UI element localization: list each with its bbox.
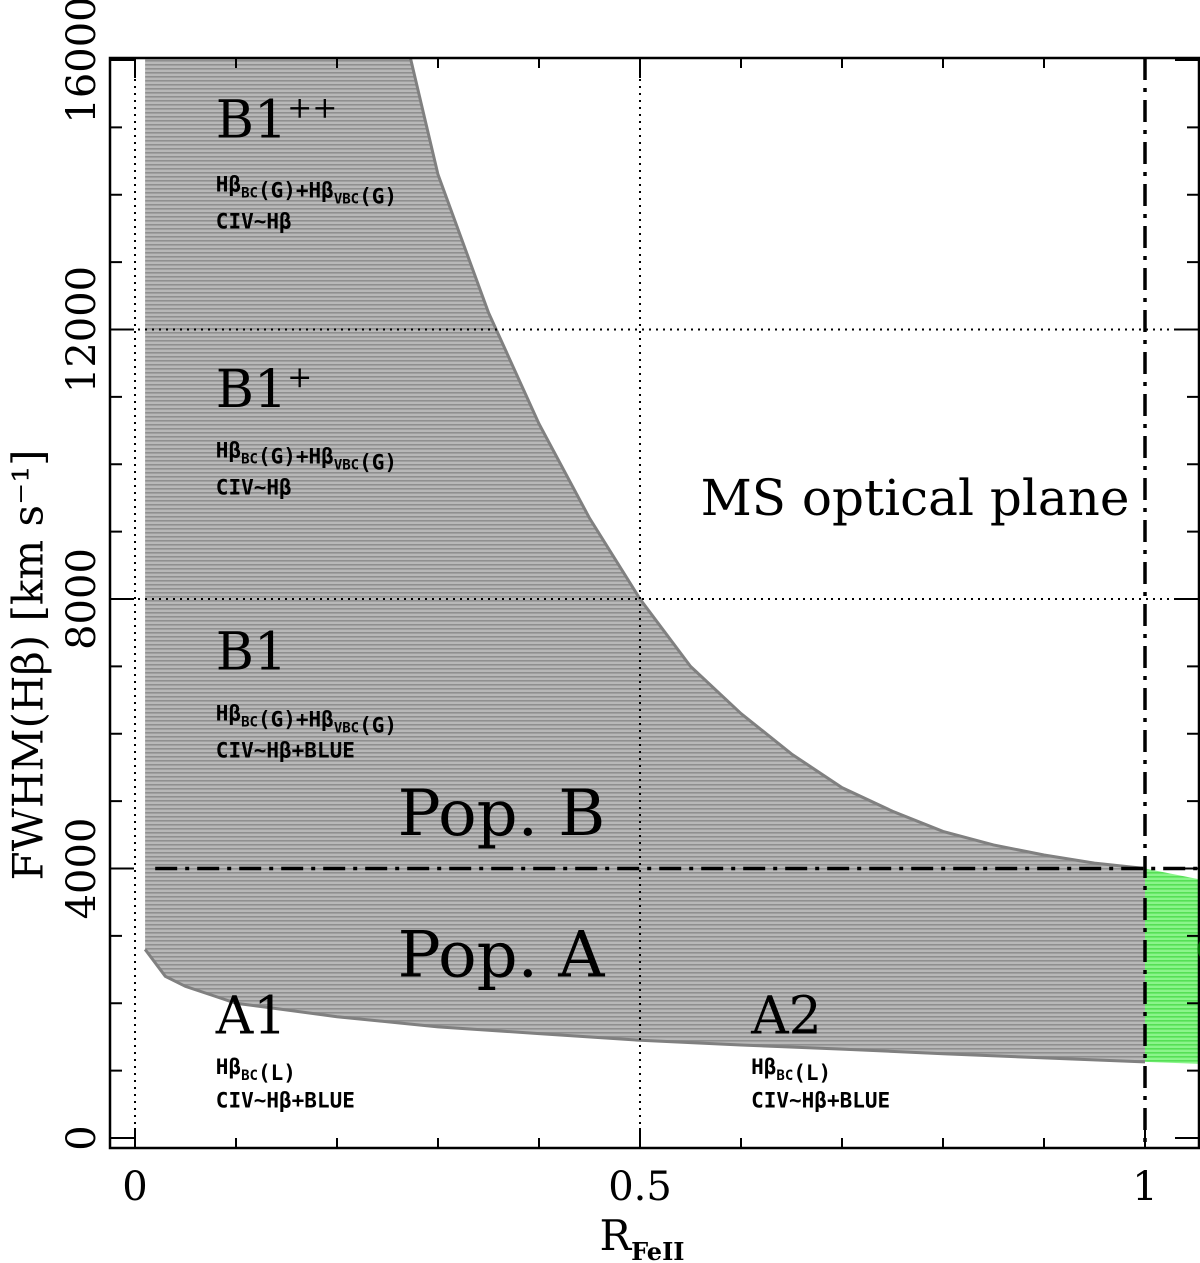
- x-axis-title: RFeII: [599, 1211, 684, 1263]
- x-tick-label: 0: [122, 1164, 147, 1210]
- pop-b-upper-boundary: [408, 58, 1146, 870]
- annotation-b1p: B1+: [216, 360, 312, 420]
- annotation-b1_l1: HβBC(G)+HβVBC(G): [216, 701, 397, 737]
- annotation-a2: A2: [750, 987, 822, 1047]
- annotation-xa: extreme Pop. A (xA): [1196, 923, 1200, 969]
- y-tick-label: 12000: [59, 266, 105, 393]
- xa-region: [1145, 868, 1199, 1064]
- annotation-a2_l2: CIV~Hβ+BLUE: [751, 1089, 890, 1113]
- annotation-a1: A1: [215, 987, 287, 1047]
- annotation-b1pp_l2: CIV~Hβ: [216, 209, 292, 233]
- annotation-popa: Pop. A: [398, 918, 606, 992]
- annotation-popb: Pop. B: [398, 777, 606, 851]
- annotation-a2_l1: HβBC(L): [751, 1055, 831, 1085]
- x-tick-label: 0.5: [608, 1164, 672, 1210]
- x-tick-label: 1: [1132, 1164, 1157, 1210]
- pop-ab-region: [145, 58, 1145, 1062]
- plot-frame: [108, 56, 1200, 1150]
- annotation-a1_l1: HβBC(L): [216, 1055, 296, 1085]
- annotation-plane: MS optical plane: [701, 469, 1130, 527]
- y-tick-label: 16000: [59, 0, 105, 124]
- annotation-b1pp: B1++: [216, 90, 338, 150]
- annotation-b1_l2: CIV~Hβ+BLUE: [216, 738, 355, 762]
- annotation-b1: B1: [216, 623, 287, 683]
- y-axis-title: FWHM(Hβ) [km s⁻¹]: [4, 450, 53, 881]
- pop-a-lower-boundary: [143, 948, 1146, 1064]
- y-tick-label: 0: [59, 1125, 105, 1150]
- y-tick-label: 4000: [59, 818, 105, 920]
- y-tick-label: 8000: [59, 548, 105, 650]
- annotation-b1p_l2: CIV~Hβ: [216, 476, 292, 500]
- annotation-b1p_l1: HβBC(G)+HβVBC(G): [216, 439, 397, 475]
- annotation-a1_l2: CIV~Hβ+BLUE: [216, 1089, 355, 1113]
- annotation-b1pp_l1: HβBC(G)+HβVBC(G): [216, 172, 397, 208]
